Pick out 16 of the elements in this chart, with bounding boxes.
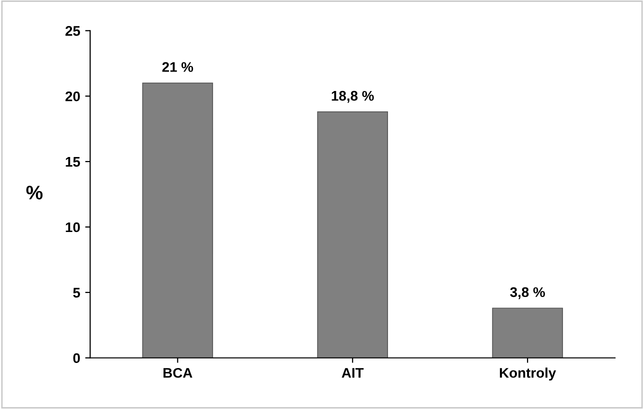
y-axis-title: % [26, 186, 43, 200]
x-tick-label: AIT [342, 368, 364, 378]
data-label: 3,8 % [510, 287, 545, 300]
data-label: 21 % [162, 62, 194, 72]
y-tick-label: 5 [73, 288, 80, 298]
y-tick-label: 15 [66, 157, 80, 167]
data-label: 18,8 % [332, 90, 374, 103]
y-tick-label: 25 [65, 26, 80, 36]
y-tick-label: 20 [65, 91, 80, 102]
x-tick-label: Kontroly [500, 368, 556, 381]
y-tick-label: 10 [66, 222, 80, 232]
bar [492, 308, 563, 358]
bar [142, 82, 214, 358]
y-tick-label: 0 [73, 353, 80, 364]
bar [317, 111, 388, 358]
x-tick-label: BCA [164, 368, 192, 378]
